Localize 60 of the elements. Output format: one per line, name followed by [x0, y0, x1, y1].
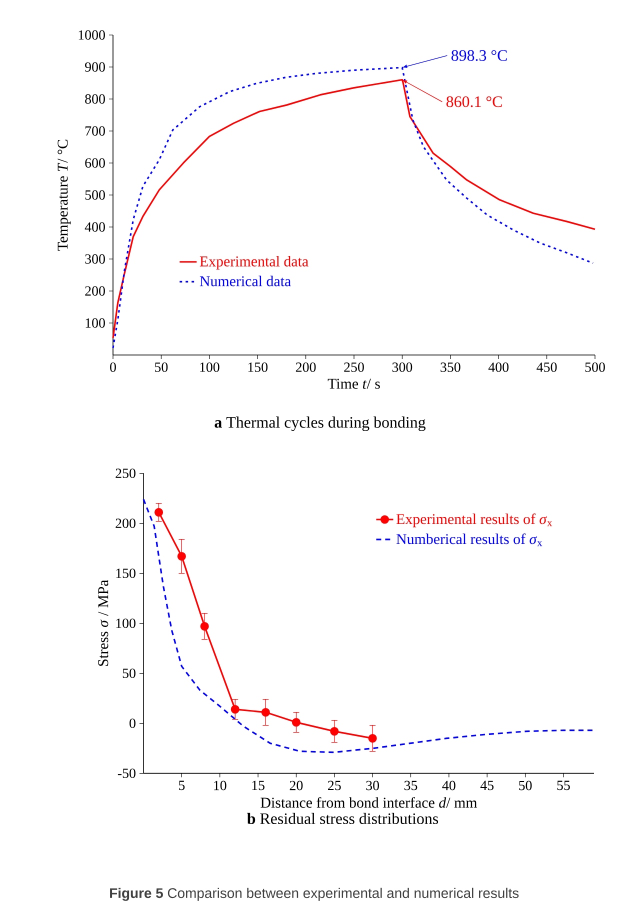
- x-axis-title: Distance from bond interface d/ mm: [260, 797, 478, 808]
- x-tick-label: 200: [296, 362, 316, 372]
- y-tick-label: 200: [85, 286, 105, 296]
- y-tick-label: 400: [84, 222, 105, 232]
- x-tick-label: 500: [585, 362, 605, 372]
- point: [368, 734, 377, 743]
- point: [177, 552, 186, 561]
- y-tick-label: 700: [85, 126, 105, 136]
- point: [330, 727, 339, 736]
- y-tick-label: 50: [122, 668, 136, 678]
- y-tick-label: 0: [130, 718, 136, 728]
- x-tick-label: 150: [248, 362, 268, 372]
- y-tick-label: 100: [86, 318, 105, 328]
- legend-label: Experimental results of σ$_{x}$: [396, 513, 552, 528]
- x-tick-label: 300: [392, 362, 412, 372]
- y-tick-label: 1000: [78, 30, 105, 40]
- x-tick-label: 10: [214, 780, 226, 790]
- x-tick-label: 400: [488, 362, 509, 372]
- x-tick-label: 50: [155, 362, 168, 372]
- point: [292, 718, 301, 727]
- x-tick-label: 5: [179, 780, 185, 790]
- y-tick-label: 250: [116, 468, 136, 478]
- x-tick-label: 40: [442, 780, 456, 790]
- y-tick-label: 600: [85, 158, 105, 168]
- x-tick-label: 50: [519, 780, 532, 790]
- legend-label: Experimental data: [200, 256, 308, 270]
- annotation: 860.1 °C: [446, 96, 502, 108]
- text: a Thermal cycles during bonding: [214, 416, 426, 432]
- x-tick-label: 450: [536, 362, 557, 372]
- y-tick-label: 800: [85, 94, 105, 104]
- x-tick-label: 250: [344, 362, 364, 372]
- x-tick-label: 30: [366, 780, 380, 790]
- y-tick-label: 900: [85, 62, 105, 72]
- y-tick-label: 300: [85, 254, 105, 264]
- x-tick-label: 20: [290, 780, 303, 790]
- x-axis-title: Time t/ s: [328, 378, 380, 389]
- y-axis-title: Stress σ / MPa: [98, 580, 108, 666]
- text: b Residual stress distributions: [247, 812, 438, 824]
- x-tick-label: 350: [440, 362, 460, 372]
- point: [200, 622, 209, 631]
- x-tick-label: 45: [480, 780, 494, 790]
- x-tick-label: 35: [404, 780, 418, 790]
- legend-label: Numerical data: [200, 276, 291, 286]
- y-tick-label: 500: [85, 190, 105, 200]
- annotation: 898.3 °C: [451, 50, 507, 61]
- line-series: [142, 498, 595, 754]
- y-tick-label: 200: [116, 518, 136, 528]
- point: [230, 705, 240, 714]
- y-tick-label: 150: [116, 568, 136, 578]
- x-tick-label: 25: [328, 780, 341, 790]
- x-tick-label: 100: [200, 362, 220, 372]
- x-tick-label: 15: [252, 780, 264, 790]
- y-tick-label: 100: [116, 618, 136, 628]
- point: [154, 508, 164, 517]
- x-tick-label: 55: [557, 780, 570, 790]
- text: Figure 5 Comparison between experimental and numerical results: [110, 888, 519, 901]
- y-axis-title: Temperature T/ °C: [58, 140, 71, 251]
- y-tick-label: -50: [118, 768, 136, 778]
- point: [261, 708, 270, 717]
- legend-label: Numberical results of σ$_{x}$: [396, 533, 542, 546]
